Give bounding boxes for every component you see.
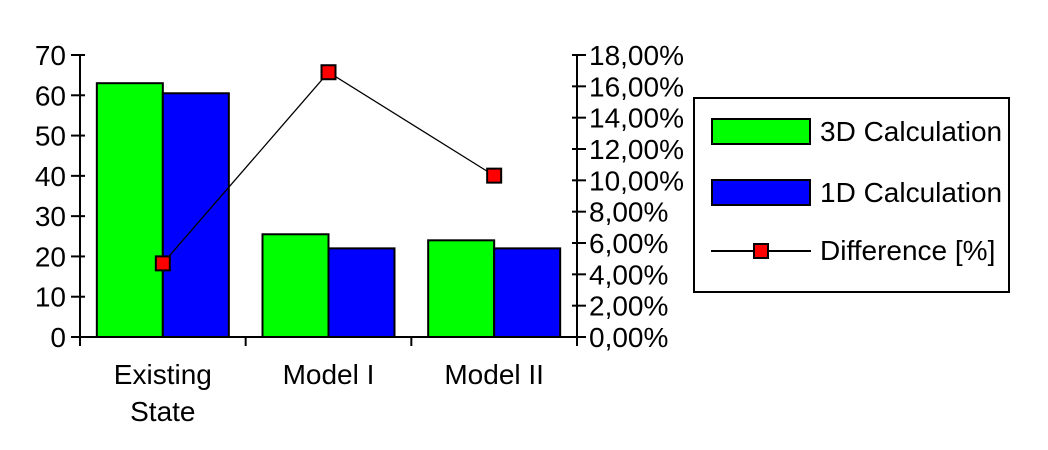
right-axis-tick-label: 6,00% (589, 228, 668, 259)
bar-3d-calculation (95, 82, 164, 338)
right-axis-tick-label: 8,00% (589, 197, 668, 228)
right-axis-tick-label: 2,00% (589, 291, 668, 322)
bar-1d-calculation (327, 247, 396, 338)
left-axis-tick-label: 30 (35, 201, 66, 232)
difference-marker (154, 255, 171, 272)
right-axis-tick-label: 10,00% (589, 165, 684, 196)
legend-difference-marker-icon (753, 243, 769, 259)
legend-label-3d-calculation: 3D Calculation (820, 116, 1003, 147)
left-axis-tick-label: 10 (35, 282, 66, 313)
right-axis-tick-label: 12,00% (589, 134, 684, 165)
left-axis-tick-label: 60 (35, 80, 66, 111)
left-axis-tick-label: 70 (35, 40, 66, 71)
left-axis-tick-label: 20 (35, 241, 66, 272)
left-axis-tick-label: 0 (50, 322, 66, 353)
bar-3d-calculation (261, 233, 330, 338)
legend-swatch-1d-calculation (711, 179, 811, 206)
category-label: Existing (114, 359, 212, 390)
legend-swatch-3d-calculation (711, 118, 811, 145)
right-axis-tick-label: 18,00% (589, 40, 684, 71)
bar-3d-calculation (427, 239, 496, 338)
right-axis-tick-label: 14,00% (589, 103, 684, 134)
right-axis-tick-label: 4,00% (589, 259, 668, 290)
chart-legend: 3D Calculation 1D Calculation Difference… (693, 97, 1010, 293)
difference-marker (486, 167, 503, 184)
category-label: Model II (444, 359, 544, 390)
bar-1d-calculation (161, 92, 230, 339)
bar-1d-calculation (493, 247, 562, 338)
difference-marker (320, 64, 337, 81)
category-label: Model I (283, 359, 375, 390)
legend-label-1d-calculation: 1D Calculation (820, 177, 1003, 208)
legend-label-difference: Difference [%] (820, 235, 996, 266)
category-label: State (130, 396, 195, 427)
left-axis-tick-label: 40 (35, 161, 66, 192)
left-axis-tick-label: 50 (35, 121, 66, 152)
right-axis-tick-label: 0,00% (589, 322, 668, 353)
right-axis-tick-label: 16,00% (589, 71, 684, 102)
